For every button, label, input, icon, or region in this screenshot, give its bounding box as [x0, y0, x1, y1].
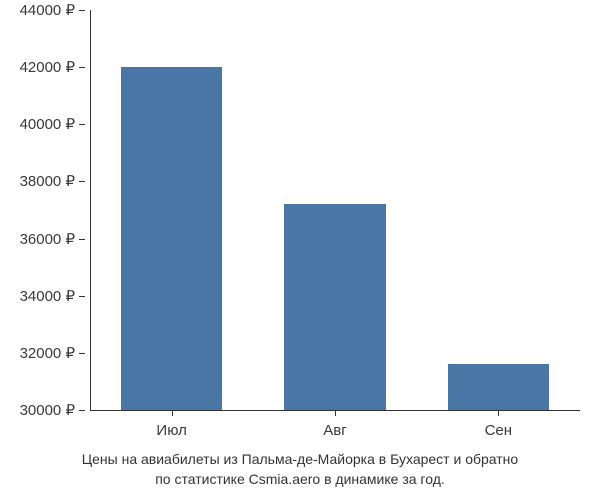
y-tick-label: 44000 ₽	[20, 1, 75, 19]
caption-line-2: по статистике Csmia.aero в динамике за г…	[155, 471, 445, 487]
plot-area	[90, 10, 580, 410]
y-tick-label: 30000 ₽	[20, 401, 75, 419]
price-chart: 30000 ₽ 32000 ₽ 34000 ₽ 36000 ₽ 38000 ₽ 40000…	[0, 0, 600, 500]
y-tick-label: 38000 ₽	[20, 172, 75, 190]
chart-caption: Цены на авиабилеты из Пальма-де-Майорка …	[0, 450, 600, 489]
y-tick-label: 42000 ₽	[20, 58, 75, 76]
y-axis: 30000 ₽32000 ₽34000 ₽36000 ₽38000 ₽40000…	[0, 10, 85, 410]
y-tick-mark	[79, 10, 85, 11]
y-tick-mark	[79, 181, 85, 182]
y-tick-mark	[79, 67, 85, 68]
x-tick-mark	[172, 410, 173, 416]
bar	[284, 204, 385, 410]
y-tick-label: 32000 ₽	[20, 344, 75, 362]
bar	[121, 67, 222, 410]
x-tick-label: Авг	[323, 422, 346, 439]
x-tick-mark	[335, 410, 336, 416]
y-tick-mark	[79, 239, 85, 240]
y-tick-mark	[79, 410, 85, 411]
x-axis: Июл Авг Сен	[90, 410, 580, 450]
x-tick-label: Сен	[485, 422, 512, 439]
y-tick-mark	[79, 124, 85, 125]
y-tick-label: 36000 ₽	[20, 230, 75, 248]
caption-line-1: Цены на авиабилеты из Пальма-де-Майорка …	[82, 451, 518, 467]
x-tick-mark	[498, 410, 499, 416]
bar	[448, 364, 549, 410]
y-tick-label: 40000 ₽	[20, 115, 75, 133]
y-tick-mark	[79, 296, 85, 297]
x-tick-label: Июл	[156, 422, 186, 439]
y-tick-mark	[79, 353, 85, 354]
y-tick-label: 34000 ₽	[20, 287, 75, 305]
